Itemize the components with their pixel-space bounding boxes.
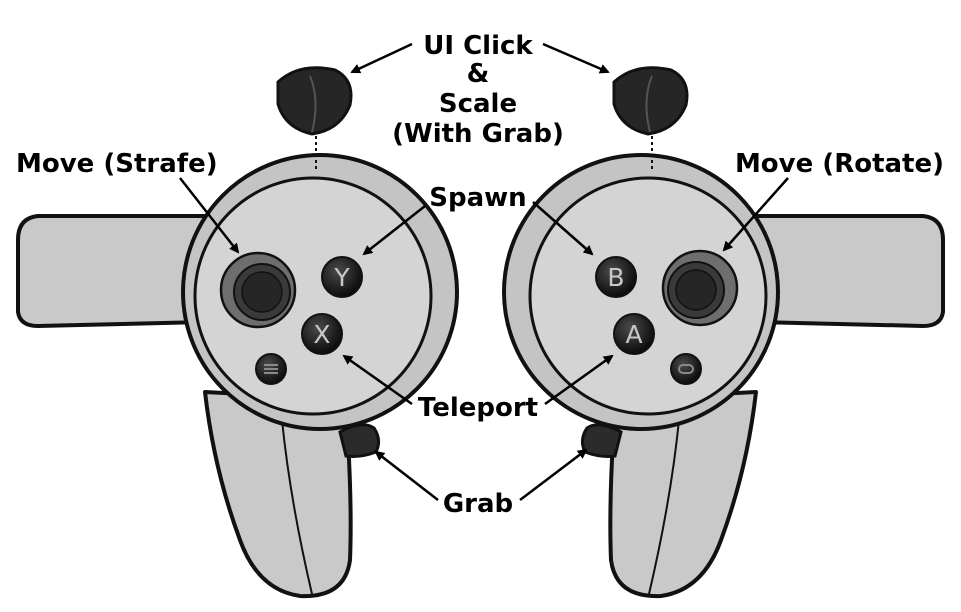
- a-button-label: A: [625, 320, 642, 349]
- x-button[interactable]: X: [301, 313, 343, 355]
- x-button-label: X: [313, 320, 330, 349]
- teleport-label: Teleport: [418, 393, 538, 423]
- b-button[interactable]: B: [595, 256, 637, 298]
- right-thumbstick[interactable]: [661, 249, 739, 327]
- b-button-label: B: [607, 263, 624, 292]
- menu-icon[interactable]: [255, 353, 287, 385]
- left-controller: Y X: [16, 66, 459, 599]
- y-button[interactable]: Y: [321, 256, 363, 298]
- ui-click-label-line4: (With Grab): [392, 119, 564, 149]
- left-controller-face: [193, 176, 433, 416]
- right-controller-arm: [754, 214, 945, 328]
- left-controller-grip: [203, 390, 362, 599]
- y-button-label: Y: [333, 263, 350, 292]
- move-rotate-label: Move (Rotate): [735, 149, 944, 179]
- right-controller-trigger[interactable]: [580, 423, 623, 458]
- grab-label: Grab: [443, 489, 513, 519]
- move-strafe-label: Move (Strafe): [16, 149, 218, 179]
- left-controller-arm: [16, 214, 207, 328]
- ui-click-label-line1: UI Click: [423, 31, 533, 61]
- right-controller-face: [528, 176, 768, 416]
- ui-click-label-line3: Scale: [439, 89, 517, 119]
- right-controller-grip: [599, 390, 758, 599]
- spawn-label: Spawn: [429, 183, 526, 213]
- left-thumbstick[interactable]: [219, 251, 297, 329]
- right-controller: B A: [502, 66, 945, 599]
- oculus-icon[interactable]: [670, 353, 702, 385]
- right-index-trigger[interactable]: [612, 66, 689, 136]
- left-controller-trigger[interactable]: [338, 423, 381, 458]
- a-button[interactable]: A: [613, 313, 655, 355]
- ui-click-label-line2: &: [467, 59, 490, 89]
- callout-arrows: [179, 42, 789, 501]
